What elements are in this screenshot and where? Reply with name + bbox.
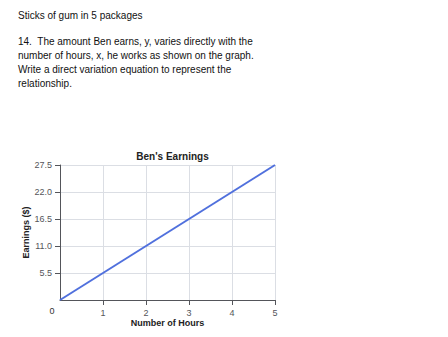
svg-text:4: 4 [229, 308, 234, 318]
svg-text:11.0: 11.0 [35, 241, 52, 251]
svg-text:relationship.: relationship. [18, 78, 72, 89]
svg-text:2: 2 [143, 308, 148, 318]
svg-text:14. The amount Ben earns, y,: 14. The amount Ben earns, y, varies dire… [18, 36, 253, 47]
svg-text:number of hours, x, he works a: number of hours, x, he works as shown on… [18, 50, 254, 61]
svg-text:0: 0 [49, 306, 54, 316]
svg-text:5: 5 [272, 308, 277, 318]
svg-text:5.5: 5.5 [39, 268, 52, 278]
svg-text:Number of Hours: Number of Hours [131, 318, 205, 328]
svg-text:27.5: 27.5 [34, 160, 52, 170]
svg-text:Write a direct variation equat: Write a direct variation equation to rep… [18, 64, 232, 75]
svg-text:Earnings ($): Earnings ($) [21, 206, 31, 258]
svg-text:Sticks of gum in 5 packages: Sticks of gum in 5 packages [18, 10, 143, 21]
svg-text:1: 1 [100, 308, 105, 318]
svg-text:Ben's Earnings: Ben's Earnings [136, 151, 209, 162]
svg-text:22.0: 22.0 [34, 187, 52, 197]
svg-text:16.5: 16.5 [34, 214, 52, 224]
svg-text:3: 3 [186, 308, 191, 318]
